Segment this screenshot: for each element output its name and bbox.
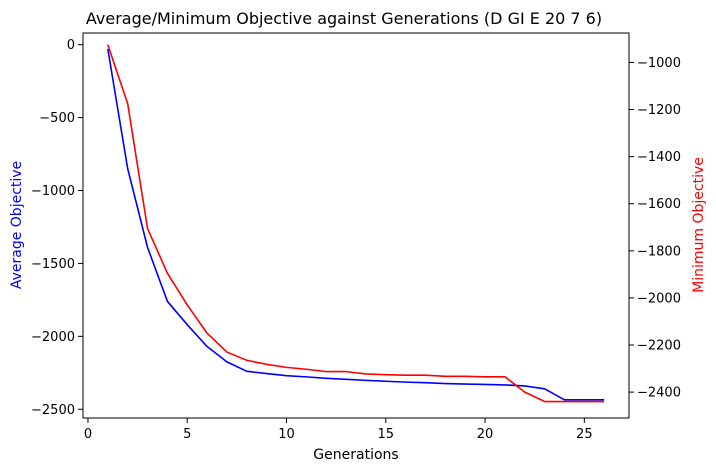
- left-y-tick-label: 0: [67, 38, 75, 53]
- chart-title: Average/Minimum Objective against Genera…: [86, 9, 602, 28]
- right-y-tick-label: −2000: [637, 291, 681, 306]
- x-tick-label: 20: [477, 427, 494, 442]
- left-y-tick-label: −2500: [31, 403, 75, 418]
- right-y-tick-label: −2400: [637, 386, 681, 401]
- x-tick-label: 5: [183, 427, 191, 442]
- left-y-tick-label: −2000: [31, 330, 75, 345]
- x-tick-label: 25: [576, 427, 593, 442]
- right-y-tick-label: −1400: [637, 150, 681, 165]
- x-tick-label: 15: [378, 427, 395, 442]
- minimum-objective-line: [107, 44, 605, 403]
- tick-layer: 0 5 10 15 20 25 0 −500 −1000 −1500 −2000 −2500 −1000…: [31, 38, 681, 442]
- x-tick-label: 0: [84, 427, 92, 442]
- x-tick-label: 10: [278, 427, 295, 442]
- left-y-tick-label: −1000: [31, 184, 75, 199]
- right-y-tick-label: −2200: [637, 339, 681, 354]
- right-y-tick-label: −1600: [637, 197, 681, 212]
- right-y-tick-label: −1200: [637, 103, 681, 118]
- series-layer: [107, 44, 605, 403]
- left-y-axis-label: Average Objective: [9, 161, 25, 289]
- x-axis-label: Generations: [313, 447, 398, 463]
- right-y-tick-label: −1800: [637, 244, 681, 259]
- right-y-tick-label: −1000: [637, 56, 681, 71]
- left-y-tick-label: −500: [39, 111, 75, 126]
- plot-frame: [82, 32, 630, 419]
- right-y-axis-label: Minimum Objective: [691, 157, 707, 293]
- average-objective-line: [107, 48, 605, 401]
- left-y-tick-label: −1500: [31, 257, 75, 272]
